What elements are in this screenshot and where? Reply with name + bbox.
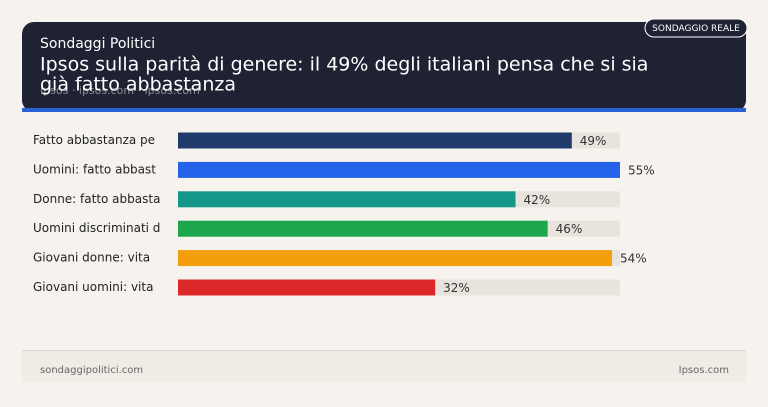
- bar: [178, 191, 516, 208]
- site-name: Sondaggi Politici: [40, 36, 155, 52]
- chart: Fatto abbastanza pe 49% Uomini: fatto abba…: [33, 132, 655, 296]
- bar-label: Fatto abbastanza pe: [33, 133, 155, 147]
- bar-label: Uomini: fatto abbast: [33, 162, 156, 176]
- value-label: 46%: [556, 222, 583, 236]
- bar-label: Giovani uomini: vita: [33, 280, 153, 294]
- bar: [178, 220, 548, 237]
- title-line: già fatto abbastanza: [40, 74, 236, 96]
- bar: [178, 132, 572, 149]
- bar: [178, 279, 436, 296]
- value-label: 42%: [524, 193, 551, 207]
- footer-box: [22, 351, 746, 382]
- badge-text: SONDAGGIO REALE: [652, 24, 740, 34]
- title-line: Ipsos sulla parità di genere: il 49% deg…: [40, 54, 648, 76]
- badge: [644, 18, 748, 38]
- footer-right: Ipsos.com: [679, 365, 729, 376]
- value-label: 49%: [580, 134, 607, 148]
- bar: [178, 250, 612, 267]
- header-box: [22, 22, 746, 112]
- value-label: 55%: [628, 163, 655, 177]
- bar-label: Giovani donne: vita: [33, 251, 150, 265]
- footer-left: sondaggipolitici.com: [40, 365, 143, 376]
- value-label: 32%: [443, 281, 470, 295]
- bar-label: Donne: fatto abbasta: [33, 192, 160, 206]
- bar: [178, 161, 620, 178]
- header-accent: [22, 108, 746, 112]
- bar-label: Uomini discriminati d: [33, 221, 160, 235]
- value-label: 54%: [620, 252, 647, 266]
- source: Ipsos · ipsos.com · ipsos.com: [40, 84, 200, 97]
